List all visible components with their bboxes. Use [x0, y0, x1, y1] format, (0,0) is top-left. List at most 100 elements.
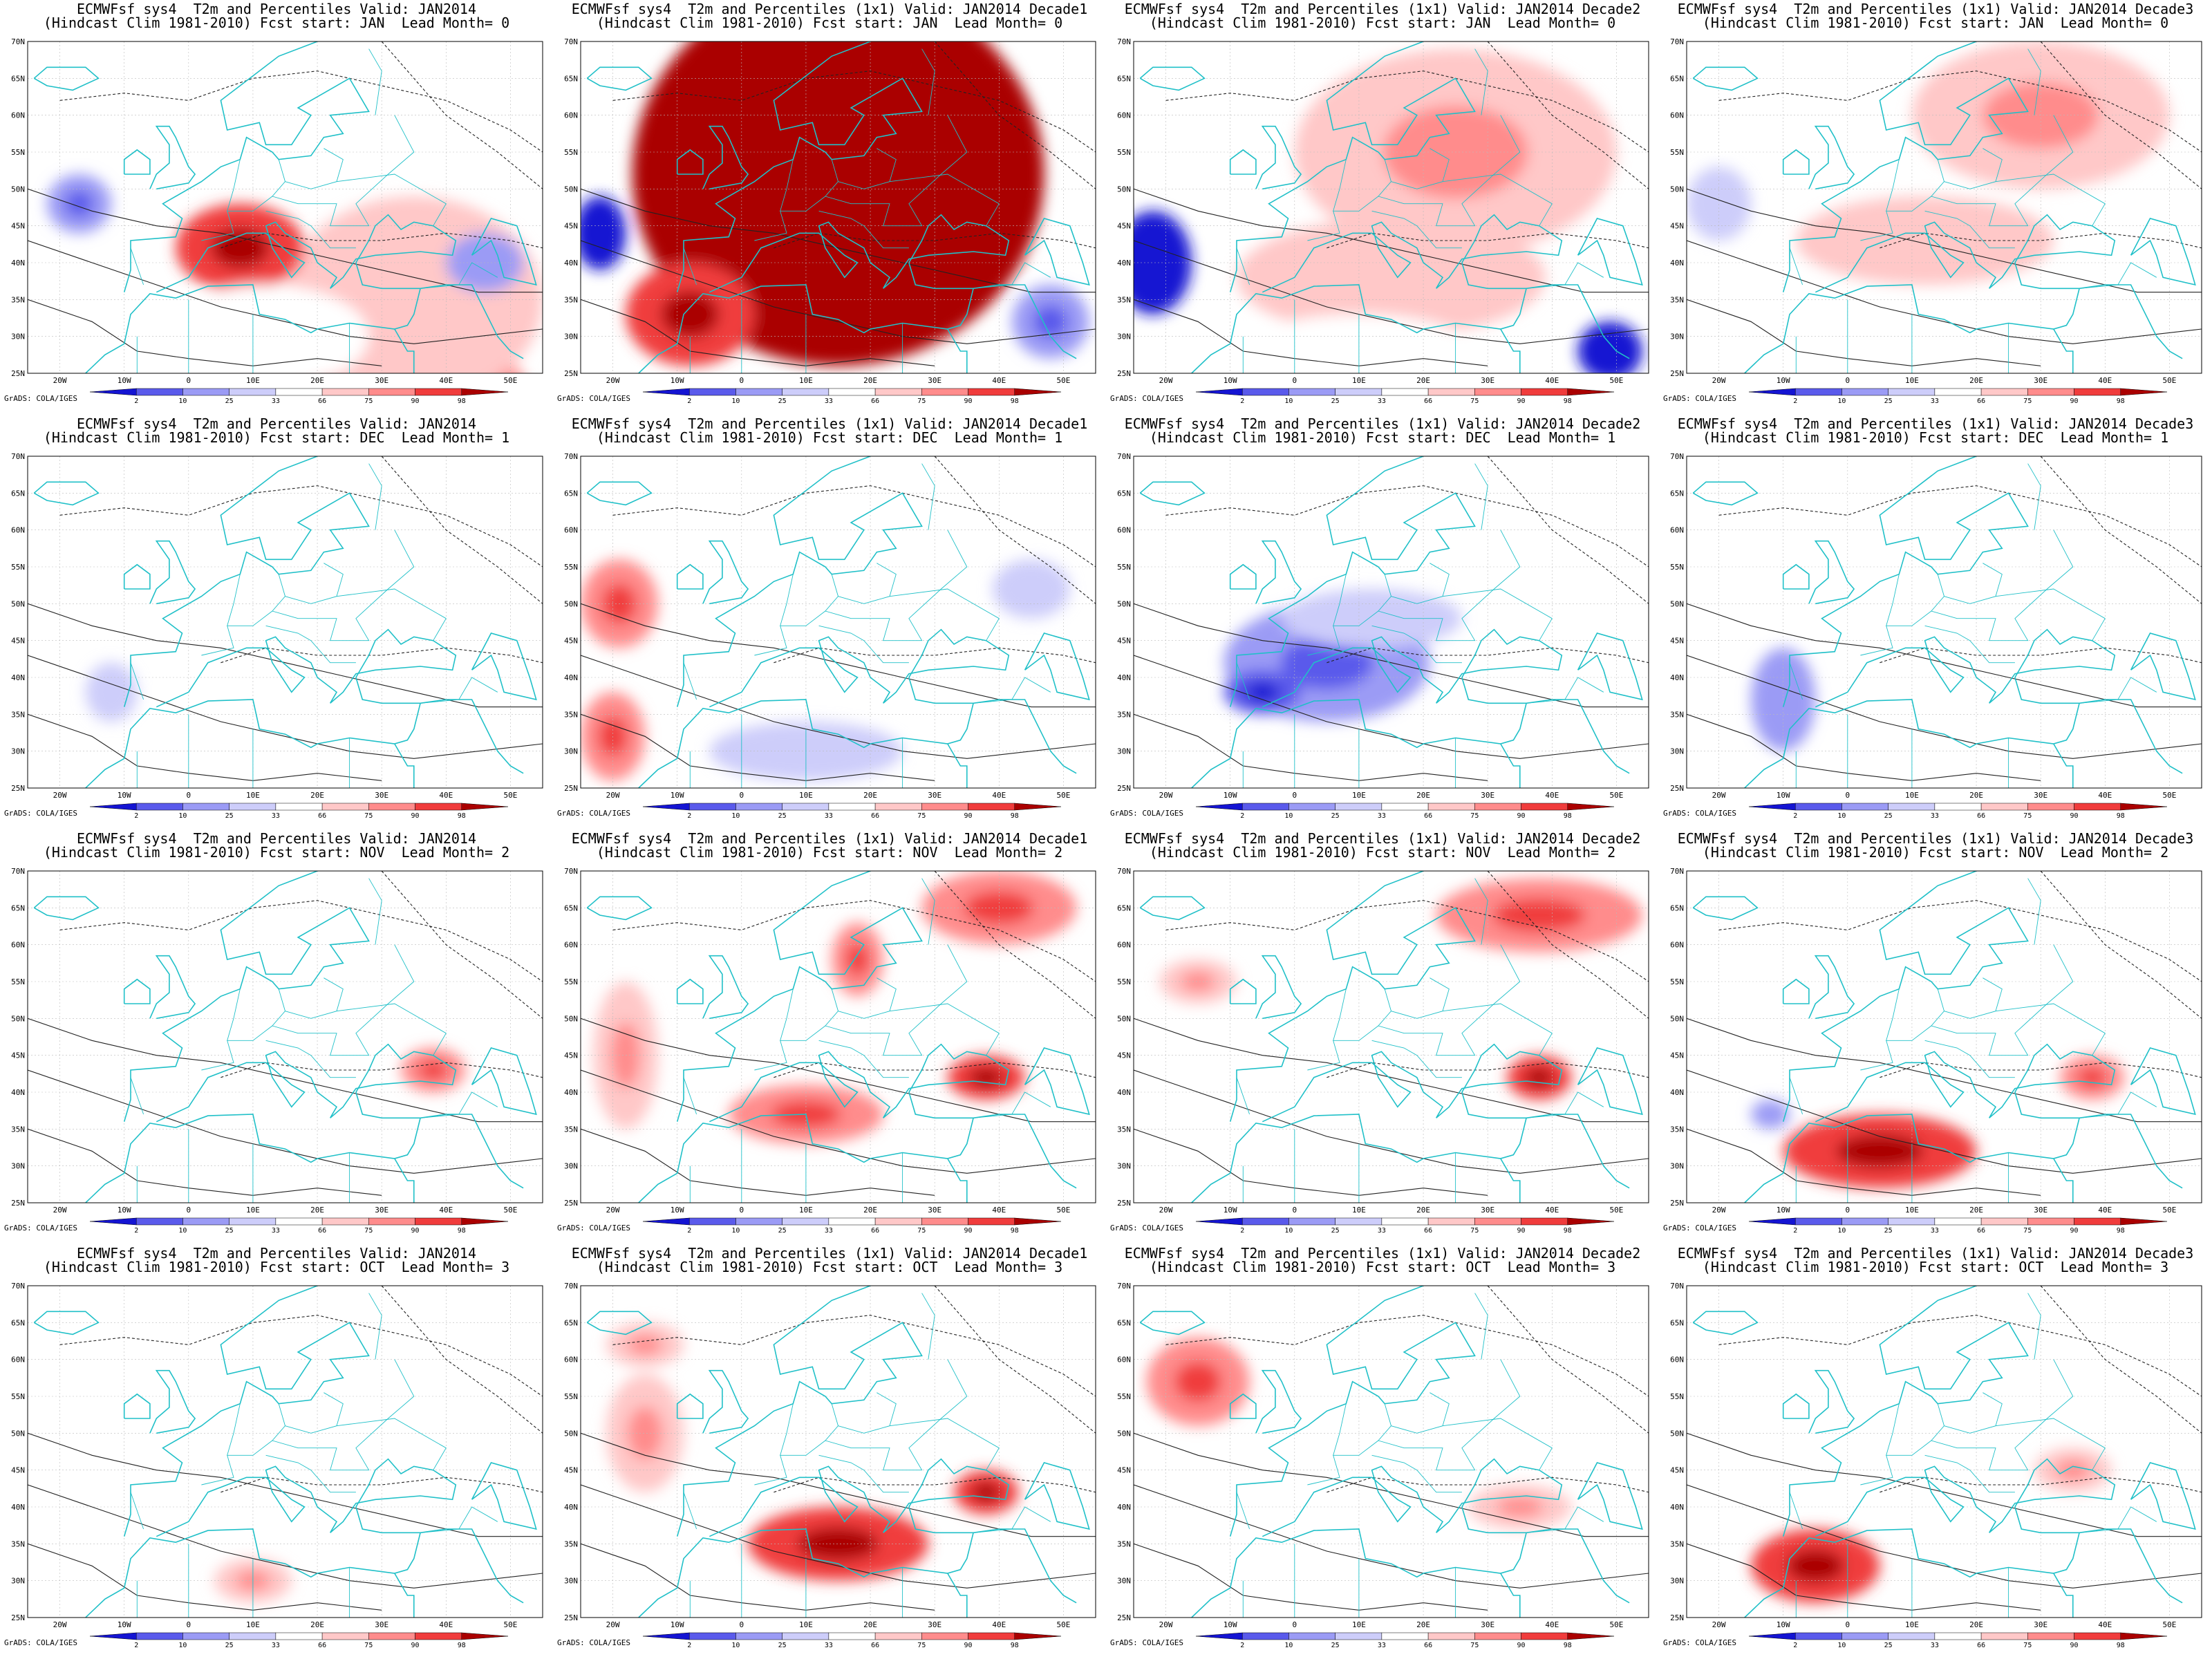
colorbar-tick: 98	[1011, 1227, 1019, 1235]
lat-label: 65N	[564, 489, 578, 498]
lon-label: 10E	[799, 376, 813, 385]
colorbar-swatch	[1241, 388, 1289, 396]
map-panel: ECMWFsf sys4 T2m and Percentiles (1x1) V…	[553, 1244, 1106, 1659]
lon-label: 30E	[1481, 1620, 1494, 1629]
lon-label: 50E	[504, 1620, 518, 1629]
panel-subtitle: (Hindcast Clim 1981-2010) Fcst start: DE…	[1702, 429, 2169, 446]
colorbar-swatch	[828, 1217, 876, 1226]
colorbar-swatch	[368, 1632, 415, 1640]
lat-label: 30N	[1670, 332, 1684, 341]
lat-label: 50N	[564, 1429, 578, 1438]
lon-label: 0	[740, 791, 744, 800]
colorbar-tick: 90	[2070, 397, 2079, 405]
anomaly-shading	[993, 559, 1070, 619]
colorbar-tick: 75	[917, 1642, 926, 1649]
grads-credit: GrADS: COLA/IGES	[4, 809, 77, 818]
colorbar-tick: 90	[1517, 812, 1526, 820]
lon-label: 50E	[1610, 1206, 1624, 1215]
lat-label: 40N	[11, 259, 25, 268]
colorbar-tick: 10	[1284, 1227, 1293, 1235]
lat-label: 30N	[1117, 747, 1131, 756]
colorbar-swatch	[1567, 1217, 1615, 1226]
map-panel: ECMWFsf sys4 T2m and Percentiles (1x1) V…	[1106, 830, 1659, 1244]
colorbar-tick: 90	[2070, 1642, 2079, 1649]
lat-label: 25N	[564, 1199, 578, 1208]
lat-label: 65N	[11, 489, 25, 498]
colorbar-tick: 10	[731, 1642, 740, 1649]
lon-label: 20W	[53, 1620, 67, 1629]
lon-label: 0	[1846, 1620, 1850, 1629]
colorbar-tick: 33	[272, 397, 280, 405]
lon-label: 10E	[1352, 1206, 1366, 1215]
colorbar-swatch	[1288, 803, 1335, 811]
panel-title: ECMWFsf sys4 T2m and Percentiles Valid: …	[77, 830, 476, 847]
colorbar-tick: 2	[1240, 1227, 1244, 1235]
panel-subtitle: (Hindcast Clim 1981-2010) Fcst start: OC…	[1149, 1259, 1616, 1275]
colorbar-tick: 25	[225, 397, 234, 405]
lon-label: 40E	[992, 376, 1006, 385]
lon-label: 10W	[1777, 1620, 1790, 1629]
map-panel: ECMWFsf sys4 T2m and Percentiles (1x1) V…	[1106, 0, 1659, 415]
colorbar-swatch	[1888, 1632, 1936, 1640]
colorbar-swatch	[321, 1217, 369, 1226]
lat-label: 65N	[11, 1318, 25, 1327]
lon-label: 20W	[1159, 1620, 1173, 1629]
colorbar-swatch	[782, 388, 830, 396]
colorbar-swatch	[321, 1632, 369, 1640]
lat-label: 40N	[564, 259, 578, 268]
colorbar-swatch	[368, 803, 415, 811]
lon-label: 0	[1293, 1206, 1297, 1215]
lon-label: 40E	[992, 1620, 1006, 1629]
lat-label: 65N	[1670, 489, 1684, 498]
colorbar-swatch	[1521, 388, 1568, 396]
colorbar-swatch	[1288, 388, 1335, 396]
lat-label: 65N	[1670, 74, 1684, 83]
lat-label: 70N	[564, 867, 578, 876]
colorbar-tick: 98	[2117, 1227, 2125, 1235]
lon-label: 10E	[1352, 791, 1366, 800]
lat-label: 65N	[564, 74, 578, 83]
panel-subtitle: (Hindcast Clim 1981-2010) Fcst start: NO…	[596, 844, 1063, 861]
colorbar-swatch	[642, 1217, 690, 1226]
lon-label: 30E	[928, 376, 941, 385]
lat-label: 30N	[564, 747, 578, 756]
colorbar-swatch	[1888, 388, 1936, 396]
lat-label: 65N	[564, 903, 578, 912]
lat-label: 45N	[564, 222, 578, 231]
lat-label: 30N	[11, 332, 25, 341]
lon-label: 20E	[1969, 376, 1983, 385]
colorbar-swatch	[1980, 803, 2028, 811]
colorbar-swatch	[1980, 388, 2028, 396]
lat-label: 55N	[1117, 148, 1131, 157]
lat-label: 50N	[1670, 1014, 1684, 1023]
colorbar-swatch	[1934, 388, 1982, 396]
lat-label: 45N	[1117, 1051, 1131, 1060]
lon-label: 10E	[246, 376, 260, 385]
colorbar-tick: 66	[871, 812, 879, 820]
colorbar-swatch	[1521, 1632, 1568, 1640]
lat-label: 30N	[1117, 1577, 1131, 1586]
anomaly-shading	[85, 662, 138, 722]
colorbar-swatch	[229, 1217, 276, 1226]
panel-subtitle: (Hindcast Clim 1981-2010) Fcst start: OC…	[596, 1259, 1063, 1275]
colorbar-swatch	[135, 1632, 183, 1640]
colorbar-tick: 75	[917, 1227, 926, 1235]
colorbar-swatch	[1748, 388, 1796, 396]
lon-label: 10E	[1905, 376, 1919, 385]
colorbar-tick: 10	[1837, 812, 1846, 820]
lat-label: 45N	[564, 1051, 578, 1060]
lat-label: 50N	[564, 1014, 578, 1023]
colorbar-tick: 33	[825, 1227, 833, 1235]
lat-label: 25N	[1117, 784, 1131, 793]
colorbar-swatch	[1980, 1632, 2028, 1640]
colorbar-swatch	[828, 388, 876, 396]
map-canvas: 70N 65N 60N 55N 50N 45N 40N 35N 30N 25N 20W 10W 0 10E…	[564, 1282, 1096, 1649]
colorbar-swatch	[1014, 1632, 1062, 1640]
lat-label: 40N	[11, 673, 25, 682]
colorbar-tick: 98	[458, 397, 466, 405]
lat-label: 45N	[11, 1051, 25, 1060]
lat-label: 70N	[1117, 867, 1131, 876]
colorbar-swatch	[1748, 1217, 1796, 1226]
colorbar-swatch	[135, 388, 183, 396]
lon-label: 20W	[1159, 376, 1173, 385]
